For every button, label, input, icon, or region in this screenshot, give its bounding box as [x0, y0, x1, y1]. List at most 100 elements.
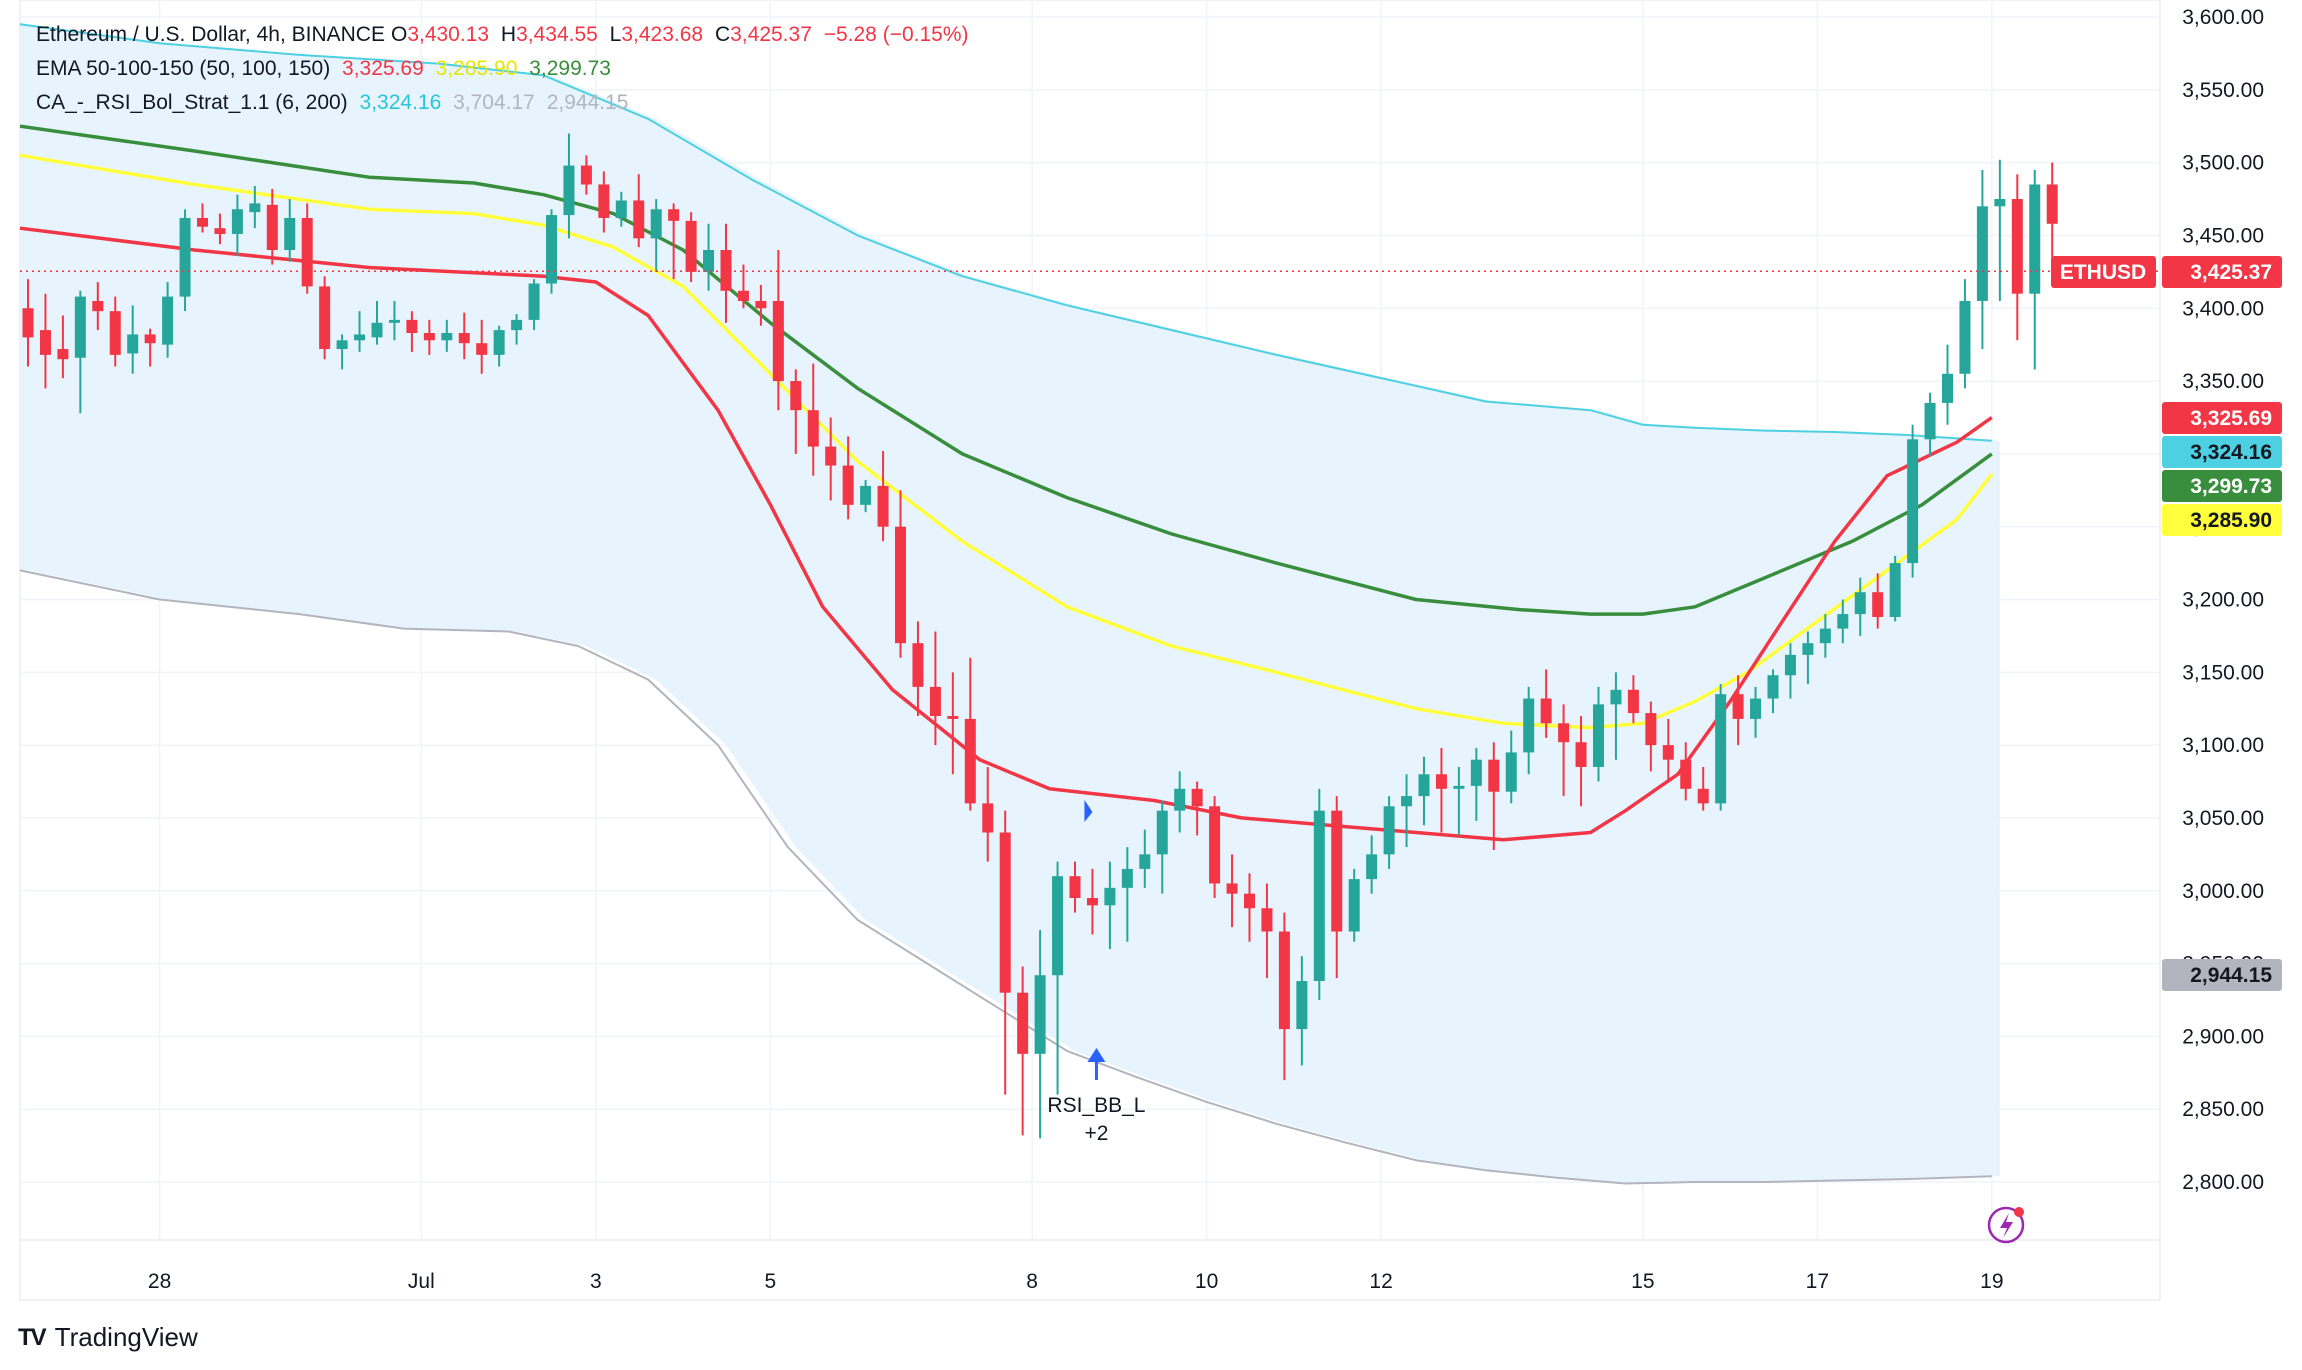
candle-body [179, 217, 191, 297]
candle-body [1278, 931, 1290, 1030]
close-label: C [714, 23, 731, 46]
candle-body [1802, 643, 1814, 655]
candle-body [1645, 713, 1657, 746]
candle-body [877, 485, 889, 527]
candle-body [1837, 614, 1849, 629]
candle-body [650, 209, 662, 239]
low-label: L [609, 23, 622, 46]
strategy-name: CA_-_RSI_Bol_Strat_1.1 (6, 200) [36, 91, 348, 114]
candle-body [406, 319, 418, 334]
lightning-icon [1987, 1206, 2025, 1244]
candle-body [528, 283, 540, 320]
symbol-legend[interactable]: Ethereum / U.S. Dollar, 4h, BINANCE O3,43… [36, 20, 974, 50]
candle-body [1575, 742, 1587, 767]
candle-body [1261, 908, 1273, 932]
signal-marker: RSI_BB_L +2 [1047, 800, 1145, 1145]
time-tick-label: 19 [1980, 1270, 2003, 1293]
entry-marker-icon [1084, 800, 1093, 822]
candle-body [964, 718, 976, 804]
candle-body [458, 333, 470, 344]
tradingview-logo-icon: TV [18, 1323, 47, 1351]
strategy-value-3: 2,944.15 [546, 91, 629, 114]
candle-body [1331, 810, 1343, 932]
time-tick-label: 10 [1195, 1270, 1218, 1293]
candle-body [231, 209, 243, 234]
candle-body [929, 686, 941, 716]
candle-body [1627, 689, 1639, 714]
high-label: H [500, 23, 517, 46]
candle-body [22, 308, 34, 338]
candle-body [825, 446, 837, 466]
price-badge-label: 3,324.16 [2190, 441, 2272, 464]
candle-body [1313, 810, 1325, 982]
candle-body [807, 410, 819, 447]
strategy-legend[interactable]: CA_-_RSI_Bol_Strat_1.1 (6, 200) 3,324.16… [36, 88, 634, 118]
price-tick-label: 3,450.00 [2182, 224, 2264, 247]
candle-body [284, 217, 296, 250]
price-tick-label: 3,050.00 [2182, 807, 2264, 830]
price-badge [2162, 959, 2282, 991]
candle-body [493, 330, 505, 355]
candle-body [1191, 788, 1203, 807]
candle-body [1470, 759, 1482, 786]
tradingview-brand[interactable]: TV TradingView [18, 1322, 198, 1353]
candle-body [1488, 759, 1500, 792]
candle-body [912, 643, 924, 687]
ema100-value: 3,285.90 [435, 57, 518, 80]
candle-body [1732, 694, 1744, 719]
symbol-title: Ethereum / U.S. Dollar, 4h, BINANCE [36, 23, 385, 46]
brand-name: TradingView [54, 1322, 198, 1352]
candle-body [1872, 592, 1884, 617]
time-tick-label: 17 [1806, 1270, 1829, 1293]
price-badge-label: 3,285.90 [2190, 509, 2272, 532]
ema-legend[interactable]: EMA 50-100-150 (50, 100, 150) 3,325.69 3… [36, 54, 617, 84]
candle-body [1959, 300, 1971, 374]
price-tick-label: 3,200.00 [2182, 589, 2264, 612]
candle-body [1662, 745, 1674, 760]
time-axis[interactable]: 28 Jul 3 5 8 10 12 15 17 19 [148, 1270, 2004, 1293]
candle-body [563, 165, 575, 216]
candle-body [1593, 704, 1604, 767]
price-tick-label: 2,850.00 [2182, 1098, 2264, 1121]
ema50-value: 3,325.69 [342, 57, 424, 80]
time-tick-label: 3 [590, 1270, 602, 1293]
price-badge-label: 2,944.15 [2190, 964, 2272, 987]
candle-body [301, 217, 313, 287]
series-ema-100 [19, 153, 1994, 730]
price-badge [2162, 402, 2282, 434]
candle-body [1174, 788, 1186, 811]
candle-body [1767, 675, 1779, 699]
candle-body [1296, 981, 1308, 1030]
price-tick-label: 2,900.00 [2182, 1025, 2264, 1048]
candle-body [720, 250, 732, 291]
price-badge-label: 3,325.69 [2190, 407, 2272, 430]
price-axis[interactable]: 2,800.002,850.002,900.002,950.003,000.00… [2182, 6, 2264, 1194]
candle-body [2046, 184, 2058, 224]
candle-body [476, 343, 488, 355]
candle-body [895, 526, 906, 644]
time-tick-label: Jul [408, 1270, 435, 1293]
candle-body [511, 319, 523, 331]
price-badges: 3,425.37 3,325.69 3,324.16 3,299.73 3,285.90… [2051, 256, 2282, 991]
candle-body [703, 250, 715, 272]
candle-body [685, 220, 697, 272]
candle-body [1435, 774, 1447, 789]
candle-body [1401, 796, 1413, 807]
candle-body [1610, 689, 1622, 705]
price-tick-label: 3,350.00 [2182, 370, 2264, 393]
candle-body [1139, 854, 1151, 869]
candle-body [860, 485, 872, 505]
price-badge [2162, 436, 2282, 468]
open-value: 3,430.13 [407, 23, 490, 46]
signal-count: +2 [1084, 1122, 1108, 1145]
candle-body [1697, 788, 1709, 804]
candle-body [162, 296, 174, 345]
candle-body [74, 296, 86, 358]
candle-body [598, 184, 610, 218]
close-value: 3,425.37 [730, 23, 812, 46]
price-badge [2162, 256, 2282, 288]
candle-body [1715, 694, 1727, 804]
candle-body [109, 311, 121, 355]
candle-body [1942, 373, 1953, 403]
